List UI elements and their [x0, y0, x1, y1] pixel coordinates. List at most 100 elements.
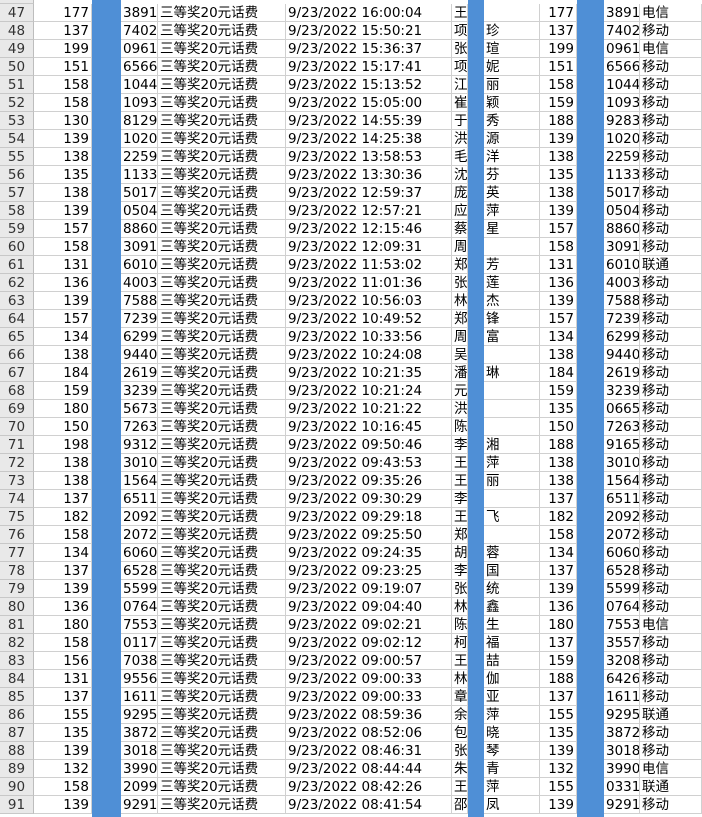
row-number: 66 — [0, 346, 34, 364]
prize: 三等奖20元话费 — [158, 544, 286, 562]
row-number: 64 — [0, 310, 34, 328]
phone-suffix: 7588 — [121, 292, 158, 310]
prefix: 156 — [34, 652, 92, 670]
prefix: 138 — [34, 184, 92, 202]
surname: 张 — [452, 40, 468, 58]
carrier: 移动 — [640, 76, 702, 94]
prefix: 139 — [34, 796, 92, 814]
surname: 张 — [452, 274, 468, 292]
prefix: 158 — [34, 526, 92, 544]
given-name: 琴 — [484, 742, 540, 760]
surname: 王 — [452, 652, 468, 670]
prefix: 139 — [34, 130, 92, 148]
surname: 王 — [452, 472, 468, 490]
datetime: 9/23/2022 16:00:04 — [286, 4, 452, 22]
row-number: 59 — [0, 220, 34, 238]
prize: 三等奖20元话费 — [158, 148, 286, 166]
carrier: 移动 — [640, 436, 702, 454]
given-name: 杰 — [484, 292, 540, 310]
phone-suffix: 3018 — [604, 742, 640, 760]
surname: 潘 — [452, 364, 468, 382]
redaction — [92, 0, 121, 817]
prize: 三等奖20元话费 — [158, 418, 286, 436]
prefix: 138 — [34, 472, 92, 490]
phone-suffix: 3091 — [121, 238, 158, 256]
row-number: 67 — [0, 364, 34, 382]
datetime: 9/23/2022 09:24:35 — [286, 544, 452, 562]
datetime: 9/23/2022 09:35:26 — [286, 472, 452, 490]
prefix: 135 — [34, 166, 92, 184]
carrier: 移动 — [640, 688, 702, 706]
prize: 三等奖20元话费 — [158, 310, 286, 328]
surname: 王 — [452, 778, 468, 796]
surname: 胡 — [452, 544, 468, 562]
carrier: 移动 — [640, 526, 702, 544]
datetime: 9/23/2022 13:30:36 — [286, 166, 452, 184]
prefix: 157 — [540, 310, 577, 328]
phone-suffix: 7588 — [604, 292, 640, 310]
prize: 三等奖20元话费 — [158, 580, 286, 598]
phone-suffix: 6299 — [604, 328, 640, 346]
phone-suffix: 3010 — [121, 454, 158, 472]
datetime: 9/23/2022 10:49:52 — [286, 310, 452, 328]
carrier: 联通 — [640, 778, 702, 796]
prefix: 137 — [540, 562, 577, 580]
row-number: 57 — [0, 184, 34, 202]
prize: 三等奖20元话费 — [158, 796, 286, 814]
phone-suffix: 3891 — [604, 4, 640, 22]
prize: 三等奖20元话费 — [158, 346, 286, 364]
row-number: 69 — [0, 400, 34, 418]
row-number: 75 — [0, 508, 34, 526]
prefix: 137 — [34, 22, 92, 40]
prefix: 184 — [540, 364, 577, 382]
prefix: 131 — [540, 256, 577, 274]
datetime: 9/23/2022 09:29:18 — [286, 508, 452, 526]
surname: 崔 — [452, 94, 468, 112]
surname: 余 — [452, 706, 468, 724]
given-name: 凤 — [484, 796, 540, 814]
prize: 三等奖20元话费 — [158, 112, 286, 130]
row-number: 61 — [0, 256, 34, 274]
phone-suffix: 3891 — [121, 4, 158, 22]
phone-suffix: 3239 — [604, 382, 640, 400]
prefix: 188 — [540, 112, 577, 130]
datetime: 9/23/2022 12:09:31 — [286, 238, 452, 256]
carrier: 移动 — [640, 238, 702, 256]
phone-suffix: 5673 — [121, 400, 158, 418]
row-number: 88 — [0, 742, 34, 760]
prefix: 182 — [34, 508, 92, 526]
carrier: 移动 — [640, 724, 702, 742]
phone-suffix: 7263 — [121, 418, 158, 436]
phone-suffix: 0961 — [121, 40, 158, 58]
phone-suffix: 6511 — [604, 490, 640, 508]
row-number: 82 — [0, 634, 34, 652]
given-name: 源 — [484, 130, 540, 148]
phone-suffix: 6010 — [604, 256, 640, 274]
prize: 三等奖20元话费 — [158, 688, 286, 706]
phone-suffix: 6528 — [121, 562, 158, 580]
given-name — [484, 4, 540, 22]
prize: 三等奖20元话费 — [158, 76, 286, 94]
prize: 三等奖20元话费 — [158, 616, 286, 634]
prize: 三等奖20元话费 — [158, 256, 286, 274]
prize: 三等奖20元话费 — [158, 184, 286, 202]
phone-suffix: 7553 — [121, 616, 158, 634]
phone-suffix: 1044 — [121, 76, 158, 94]
prefix: 177 — [540, 4, 577, 22]
surname: 张 — [452, 580, 468, 598]
datetime: 9/23/2022 08:46:31 — [286, 742, 452, 760]
row-number: 91 — [0, 796, 34, 814]
prefix: 139 — [540, 742, 577, 760]
prize: 三等奖20元话费 — [158, 724, 286, 742]
surname: 郑 — [452, 526, 468, 544]
phone-suffix: 9440 — [121, 346, 158, 364]
datetime: 9/23/2022 08:42:26 — [286, 778, 452, 796]
surname: 洪 — [452, 400, 468, 418]
given-name: 丽 — [484, 76, 540, 94]
prefix: 137 — [540, 22, 577, 40]
phone-suffix: 6010 — [121, 256, 158, 274]
carrier: 移动 — [640, 562, 702, 580]
row-number: 52 — [0, 94, 34, 112]
phone-suffix: 1020 — [604, 130, 640, 148]
